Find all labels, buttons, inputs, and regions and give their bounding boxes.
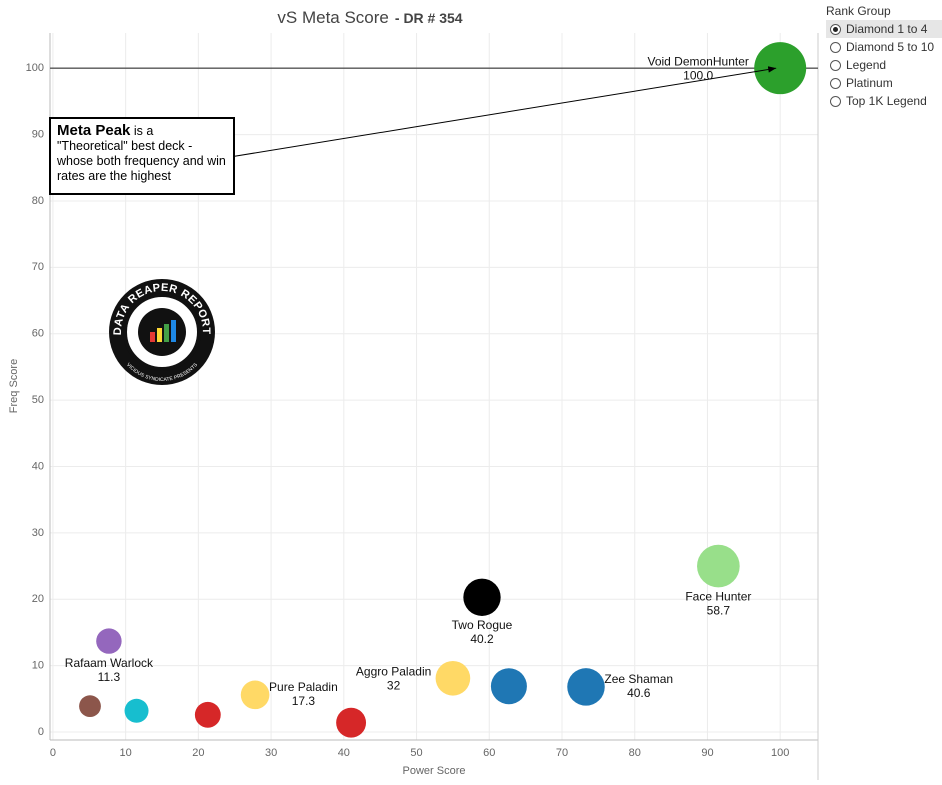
- x-tick-label: 10: [120, 747, 132, 759]
- filter-panel: Rank Group Diamond 1 to 4 Diamond 5 to 10…: [826, 4, 942, 110]
- filter-option[interactable]: Top 1K Legend: [826, 92, 942, 110]
- bubble: [697, 544, 740, 588]
- bubble: [754, 42, 807, 95]
- x-tick-label: 20: [192, 747, 204, 759]
- point-label: Zee Shaman: [604, 672, 673, 686]
- x-tick-label: 80: [629, 747, 641, 759]
- subtitle: - DR # 354: [395, 10, 463, 26]
- y-tick-label: 60: [32, 328, 44, 340]
- filter-option[interactable]: Diamond 1 to 4: [826, 20, 942, 38]
- y-tick-label: 80: [32, 195, 44, 207]
- y-tick-label: 50: [32, 394, 44, 406]
- y-tick-label: 90: [32, 128, 44, 140]
- logo-bar: [157, 328, 162, 342]
- point-value-label: 100.0: [683, 68, 713, 82]
- x-tick-label: 100: [771, 747, 789, 759]
- x-axis-label: Power Score: [403, 765, 466, 777]
- bubble: [96, 628, 122, 654]
- radio-button[interactable]: [830, 41, 841, 53]
- y-tick-label: 20: [32, 593, 44, 605]
- filter-option[interactable]: Platinum: [826, 74, 942, 92]
- point-label: Two Rogue: [452, 618, 513, 632]
- bubble: [567, 668, 605, 706]
- bubble: [463, 578, 501, 616]
- radio-button[interactable]: [830, 77, 841, 89]
- point-value-label: 58.7: [707, 604, 731, 618]
- point-label: Face Hunter: [685, 590, 751, 604]
- point-value-label: 11.3: [98, 670, 121, 684]
- bubble: [194, 701, 221, 728]
- radio-button[interactable]: [830, 59, 841, 71]
- y-tick-label: 30: [32, 527, 44, 539]
- bubble: [79, 695, 101, 718]
- annotation-text: is a "Theoretical" best deck - whose bot…: [57, 124, 226, 183]
- y-tick-label: 70: [32, 261, 44, 273]
- annotation-bold: Meta Peak: [57, 122, 131, 139]
- filter-option-label: Platinum: [846, 76, 893, 90]
- filter-option[interactable]: Diamond 5 to 10: [826, 38, 942, 56]
- filter-options: Diamond 1 to 4 Diamond 5 to 10 Legend Plati…: [826, 20, 942, 110]
- title: vS Meta Score: [277, 8, 389, 27]
- point-value-label: 40.6: [627, 686, 651, 700]
- bubble: [336, 707, 367, 738]
- filter-option-label: Diamond 1 to 4: [846, 22, 928, 36]
- filter-option-label: Diamond 5 to 10: [846, 40, 935, 54]
- chart-title: vS Meta Score - DR # 354: [277, 8, 462, 27]
- annotation: Meta Peak is a "Theoretical" best deck -…: [49, 117, 235, 195]
- point-label: Aggro Paladin: [356, 664, 431, 678]
- annotation-arrow: [229, 66, 777, 158]
- x-tick-label: 70: [556, 747, 568, 759]
- point-label: Pure Paladin: [269, 680, 338, 694]
- y-tick-label: 40: [32, 460, 44, 472]
- point-label: Rafaam Warlock: [65, 656, 154, 670]
- filter-option-label: Top 1K Legend: [846, 94, 927, 108]
- bubble: [124, 698, 149, 723]
- y-tick-label: 0: [38, 726, 44, 738]
- point-value-label: 17.3: [292, 694, 316, 708]
- bubble: [240, 680, 270, 710]
- point-value-label: 40.2: [470, 632, 494, 646]
- x-tick-label: 50: [410, 747, 422, 759]
- bubble: [435, 660, 471, 696]
- x-tick-label: 40: [338, 747, 350, 759]
- x-tick-label: 90: [701, 747, 713, 759]
- point-value-label: 32: [387, 678, 401, 692]
- x-tick-label: 0: [50, 747, 56, 759]
- logo-bar: [164, 324, 169, 342]
- y-axis-label: Freq Score: [8, 359, 20, 413]
- bubble: [490, 668, 527, 705]
- radio-button[interactable]: [830, 23, 841, 35]
- filter-option[interactable]: Legend: [826, 56, 942, 74]
- logo-bar: [150, 332, 155, 342]
- filter-option-label: Legend: [846, 58, 887, 72]
- x-tick-label: 30: [265, 747, 277, 759]
- logo-bar: [171, 320, 176, 342]
- filter-title: Rank Group: [826, 4, 891, 18]
- point-label: Void DemonHunter: [647, 54, 748, 68]
- y-tick-label: 100: [26, 62, 44, 74]
- radio-button[interactable]: [830, 95, 841, 107]
- x-tick-label: 60: [483, 747, 495, 759]
- y-tick-label: 10: [32, 660, 44, 672]
